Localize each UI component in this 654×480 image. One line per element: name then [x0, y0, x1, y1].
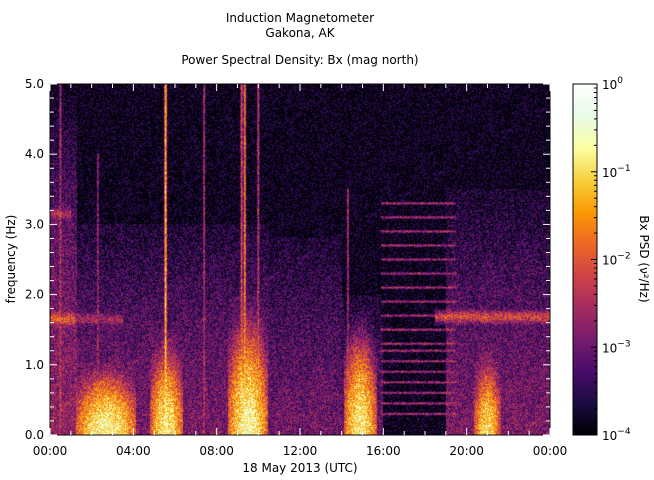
plot-axes: 00:00 04:00 08:00 12:00 16:00 20:00 00:00 0.0 1.… — [25, 77, 567, 458]
y-tick-label: 0.0 — [25, 428, 44, 442]
colorbar-tick-label: 10−3 — [602, 339, 631, 355]
colorbar-tick-label: 10−4 — [602, 427, 631, 443]
spectrogram-heatmap — [50, 84, 550, 435]
chart-subtitle: Gakona, AK — [265, 26, 335, 40]
x-tick-label: 00:00 — [33, 444, 68, 458]
colorbar-label: Bx PSD (ν²/Hz) — [637, 215, 651, 302]
x-tick-label: 08:00 — [199, 444, 234, 458]
x-tick-label: 00:00 — [533, 444, 568, 458]
y-tick-label: 1.0 — [25, 358, 44, 372]
heatmap-image — [50, 84, 550, 435]
colorbar: 100 10−1 10−2 10−3 10−4 — [572, 76, 631, 443]
x-tick-label: 16:00 — [366, 444, 401, 458]
y-tick-label: 5.0 — [25, 77, 44, 91]
colorbar-tick-label: 100 — [602, 76, 623, 92]
y-tick-label: 3.0 — [25, 217, 44, 231]
x-tick-label: 04:00 — [116, 444, 151, 458]
chart-title: Induction Magnetometer — [226, 11, 374, 25]
plot-title: Power Spectral Density: Bx (mag north) — [181, 53, 418, 67]
x-tick-label: 20:00 — [449, 444, 484, 458]
colorbar-tick-label: 10−2 — [602, 252, 631, 268]
y-axis-label: frequency (Hz) — [4, 215, 18, 304]
y-tick-label: 2.0 — [25, 288, 44, 302]
x-tick-label: 12:00 — [283, 444, 318, 458]
colorbar-tick-label: 10−1 — [602, 164, 631, 180]
x-axis-label: 18 May 2013 (UTC) — [242, 461, 357, 475]
y-tick-label: 4.0 — [25, 147, 44, 161]
